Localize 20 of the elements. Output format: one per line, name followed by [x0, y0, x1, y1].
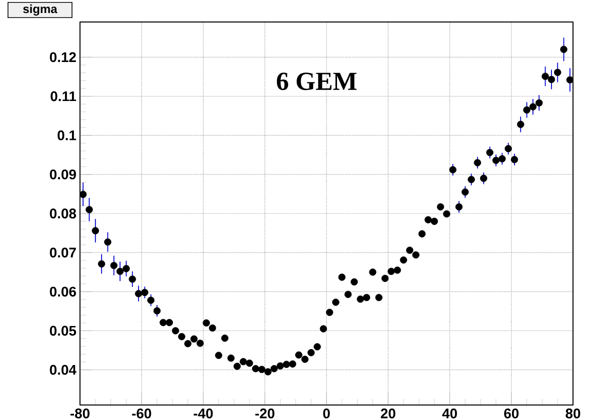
- x-tick-label: -20: [255, 408, 274, 418]
- x-tick-label: 0: [323, 408, 330, 418]
- x-tick-label: 80: [566, 408, 580, 418]
- chart-title: sigma: [23, 4, 58, 16]
- y-tick-label: 0.06: [50, 286, 76, 297]
- x-tick-label: 40: [442, 408, 457, 418]
- annotation: 6 GEM: [276, 72, 357, 90]
- x-tick-label: 60: [504, 408, 519, 418]
- y-tick-label: 0.07: [50, 248, 76, 258]
- y-tick-label: 0.09: [50, 169, 76, 180]
- x-tick-label: -40: [194, 408, 213, 418]
- x-tick-label: -60: [132, 408, 152, 418]
- y-tick-label: 0.04: [50, 364, 76, 375]
- x-tick-label: 20: [380, 408, 396, 418]
- y-tick-label: 0.1: [58, 130, 76, 140]
- x-tick-label: -80: [70, 408, 90, 418]
- y-tick-label: 0.08: [50, 208, 76, 218]
- y-tick-label: 0.11: [50, 91, 76, 102]
- y-tick-label: 0.12: [50, 52, 76, 62]
- y-tick-label: 0.05: [50, 326, 76, 336]
